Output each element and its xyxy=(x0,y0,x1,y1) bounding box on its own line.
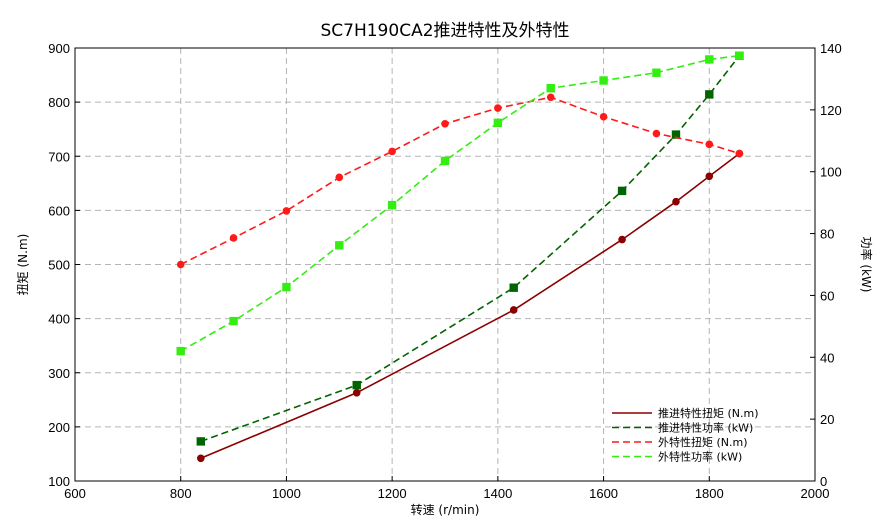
data-point xyxy=(705,55,714,64)
y-left-tick-label: 700 xyxy=(48,149,70,164)
y-right-tick-label: 100 xyxy=(820,165,842,180)
data-point xyxy=(441,119,449,128)
y-right-tick-label: 120 xyxy=(820,103,842,118)
series-line xyxy=(200,55,741,443)
data-point xyxy=(335,241,344,250)
data-point xyxy=(282,207,291,215)
axes-layer: 600 800 1000 1200 1400 1600 1800 20001002003004… xyxy=(48,41,841,501)
legend-label: 推进特性功率 (kW) xyxy=(658,421,753,435)
x-tick-label: 2000 xyxy=(801,486,830,501)
data-point xyxy=(546,93,555,102)
y-left-tick-label: 300 xyxy=(48,366,70,381)
x-tick-label: 1200 xyxy=(378,486,407,501)
series-3 xyxy=(176,93,744,269)
data-point xyxy=(196,437,205,446)
data-point xyxy=(705,140,714,149)
data-point xyxy=(652,68,661,77)
y-left-tick-label: 900 xyxy=(48,41,70,56)
data-point xyxy=(705,90,714,99)
data-point xyxy=(735,51,744,60)
y-right-axis-title: 功率 (kW) xyxy=(859,237,874,293)
x-tick-label: 800 xyxy=(170,486,192,501)
data-point xyxy=(229,234,238,242)
data-point xyxy=(282,282,291,292)
data-point xyxy=(440,156,450,166)
data-point xyxy=(335,173,344,182)
legend-label: 外特性扭矩 (N.m) xyxy=(658,435,748,449)
data-point xyxy=(735,149,744,158)
data-point xyxy=(599,112,608,121)
y-right-tick-label: 0 xyxy=(820,474,827,489)
data-point xyxy=(229,316,238,326)
data-point xyxy=(546,84,555,93)
x-axis-title: 转速 (r/min) xyxy=(411,502,480,517)
data-point xyxy=(176,260,185,269)
legend-label: 外特性功率 (kW) xyxy=(658,450,742,464)
data-point xyxy=(388,147,396,156)
x-tick-label: 600 xyxy=(64,486,86,501)
data-point xyxy=(672,197,680,206)
data-point xyxy=(352,388,361,397)
y-left-tick-label: 800 xyxy=(48,95,70,110)
data-point xyxy=(671,130,681,139)
data-point xyxy=(599,76,608,85)
x-tick-label: 1000 xyxy=(272,486,301,501)
y-left-tick-label: 600 xyxy=(48,203,70,218)
x-tick-label: 1400 xyxy=(483,486,512,501)
series-line xyxy=(180,96,740,266)
y-left-tick-label: 500 xyxy=(48,258,70,273)
legend: 推进特性扭矩 (N.m)推进特性功率 (kW)外特性扭矩 (N.m)外特性功率 … xyxy=(612,406,759,464)
series-layer xyxy=(176,51,744,463)
y-left-axis-title: 扭矩 (N.m) xyxy=(16,234,30,296)
data-point xyxy=(652,129,661,138)
series-2 xyxy=(196,51,744,446)
data-point xyxy=(352,380,361,390)
y-right-tick-label: 20 xyxy=(820,412,834,427)
legend-label: 推进特性扭矩 (N.m) xyxy=(658,406,759,420)
data-point xyxy=(493,118,503,128)
x-tick-label: 1600 xyxy=(589,486,618,501)
data-point xyxy=(176,346,185,356)
data-point xyxy=(387,200,397,210)
series-line xyxy=(180,54,740,352)
y-left-tick-label: 100 xyxy=(48,474,70,489)
series-4 xyxy=(176,51,744,356)
y-left-tick-label: 400 xyxy=(48,312,70,327)
data-point xyxy=(617,186,627,196)
data-point xyxy=(618,235,626,244)
y-left-tick-label: 200 xyxy=(48,420,70,435)
y-right-tick-label: 80 xyxy=(820,227,834,242)
chart-title: SC7H190CA2推进特性及外特性 xyxy=(320,21,569,41)
y-right-tick-label: 140 xyxy=(820,41,842,56)
data-point xyxy=(509,306,518,314)
data-point xyxy=(705,172,714,181)
data-point xyxy=(197,454,205,463)
x-tick-label: 1800 xyxy=(695,486,724,501)
y-right-tick-label: 40 xyxy=(820,350,834,365)
data-point xyxy=(494,104,502,112)
data-point xyxy=(509,283,518,292)
y-right-tick-label: 60 xyxy=(820,288,834,303)
